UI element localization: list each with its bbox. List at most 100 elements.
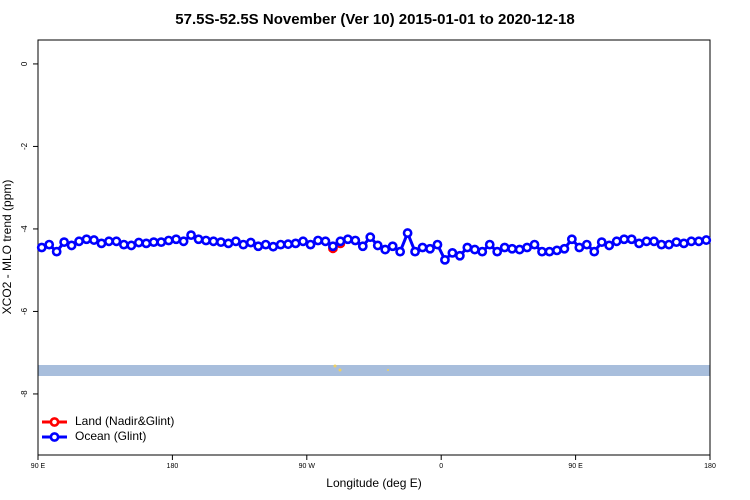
data-point [111, 236, 122, 247]
data-point [395, 246, 406, 257]
surface-band [38, 365, 710, 376]
data-point [462, 242, 473, 253]
data-point [589, 246, 600, 257]
data-point [186, 230, 196, 241]
data-point [335, 236, 346, 247]
legend-marker [49, 432, 60, 442]
x-tick-label: 180 [167, 463, 179, 470]
data-point [634, 238, 644, 249]
data-point [245, 237, 256, 248]
data-point [305, 239, 316, 250]
data-point [544, 246, 555, 257]
x-tick-label: 90 E [568, 463, 583, 470]
data-point [641, 236, 652, 247]
data-point [126, 240, 137, 251]
data-point [425, 243, 435, 254]
data-point [372, 240, 383, 251]
legend-label: Ocean (Glint) [75, 429, 146, 443]
legend-marker [49, 417, 60, 427]
data-point [342, 234, 353, 245]
data-point [574, 242, 585, 253]
data-point [499, 242, 510, 253]
y-tick-label: -4 [20, 225, 29, 233]
data-point [611, 236, 622, 247]
data-point [492, 246, 503, 257]
data-point [320, 236, 331, 247]
speck [387, 369, 389, 371]
data-point [484, 239, 495, 250]
data-point [454, 250, 465, 261]
data-point [559, 243, 570, 254]
data-point [253, 241, 264, 252]
chart-title: 57.5S-52.5S November (Ver 10) 2015-01-01… [175, 11, 574, 28]
data-point [649, 236, 659, 247]
x-axis-label: Longitude (deg E) [326, 476, 421, 490]
data-point [514, 244, 525, 255]
data-point [387, 241, 398, 252]
data-point [59, 237, 70, 248]
data-point [619, 234, 630, 245]
data-point [328, 241, 338, 252]
data-point [133, 237, 144, 248]
y-tick-label: -8 [20, 390, 29, 398]
data-point [223, 238, 234, 249]
data-point [432, 239, 443, 250]
x-tick-label: 90 E [31, 463, 46, 470]
data-point [693, 236, 704, 247]
y-tick-label: -2 [20, 142, 29, 150]
data-point [671, 237, 682, 248]
x-tick-label: 90 W [299, 463, 316, 470]
speck [338, 368, 342, 372]
legend-label: Land (Nadir&Glint) [75, 414, 174, 428]
data-point [96, 238, 107, 249]
data-point [163, 235, 174, 246]
data-point [656, 239, 667, 250]
data-point [552, 245, 562, 256]
data-point [529, 239, 540, 250]
y-tick-label: 0 [20, 61, 29, 66]
data-point [104, 236, 114, 247]
data-point [74, 236, 84, 247]
data-point [81, 234, 92, 245]
data-point [469, 244, 480, 255]
data-point [402, 228, 413, 238]
data-point [275, 239, 286, 250]
data-point [507, 243, 518, 254]
data-point [380, 244, 391, 255]
data-point [581, 239, 592, 250]
data-point [440, 254, 450, 265]
x-tick-label: 180 [704, 463, 716, 470]
data-point [626, 234, 637, 245]
data-point [566, 234, 577, 245]
data-point [208, 236, 219, 247]
data-point [216, 237, 226, 248]
speck [333, 364, 337, 368]
data-point [156, 237, 167, 248]
x-tick-label: 0 [439, 463, 443, 470]
data-point [89, 235, 99, 245]
data-point [686, 236, 697, 247]
data-point [178, 236, 189, 247]
data-point [44, 239, 55, 250]
data-point [283, 239, 294, 250]
data-point [678, 238, 689, 249]
data-point [260, 239, 271, 250]
data-point [193, 234, 204, 245]
data-point [298, 236, 308, 247]
data-point [350, 235, 361, 246]
data-point [365, 232, 376, 243]
data-point [148, 237, 159, 248]
data-point [118, 239, 129, 250]
data-point [36, 242, 47, 253]
data-point [51, 246, 62, 257]
data-point [596, 237, 607, 248]
data-point [313, 235, 323, 246]
data-point [477, 246, 488, 257]
data-point [66, 240, 77, 251]
y-axis-label: XCO2 - MLO trend (ppm) [0, 180, 14, 315]
data-point [447, 247, 458, 258]
data-point [290, 238, 301, 249]
data-point [701, 235, 712, 245]
data-point [664, 239, 674, 250]
